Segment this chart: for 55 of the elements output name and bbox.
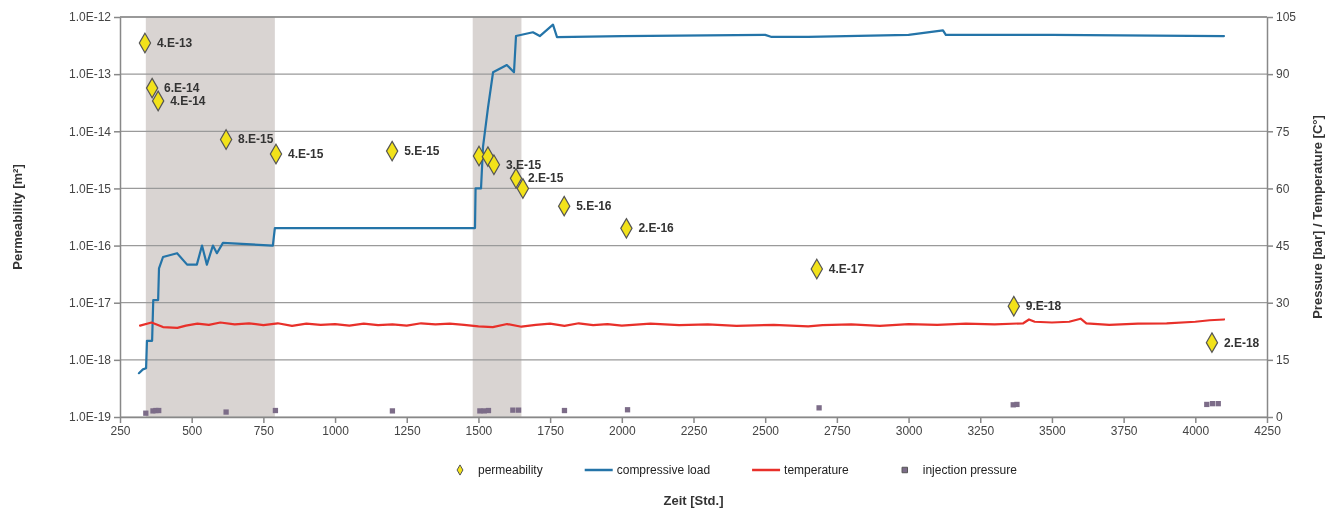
data-label: 2.E-18 (1223, 335, 1260, 350)
line-series (137, 23, 1226, 375)
y-tick-label: 1.0E-16 (68, 238, 112, 253)
x-tick-label: 3500 (1039, 423, 1067, 438)
x-tick-label: 500 (182, 423, 203, 438)
data-label: 6.E-14 (164, 81, 200, 96)
line-series (138, 317, 1226, 329)
y-tick-label: 1.0E-14 (68, 124, 112, 139)
x-tick-label: 4250 (1254, 423, 1282, 438)
y2-axis-title: Pressure [bar] / Temperature [C°] (1310, 115, 1325, 319)
y2-tick-label: 75 (1276, 124, 1290, 139)
y-tick-label: 1.0E-13 (68, 67, 112, 82)
data-label: 8.E-15 (238, 132, 274, 147)
y2-tick-label: 60 (1276, 181, 1290, 196)
y-tick-label: 1.0E-12 (68, 10, 112, 25)
y2-tick-label: 30 (1276, 296, 1290, 311)
data-label: 2.E-16 (638, 221, 675, 236)
y-tick-label: 1.0E-15 (68, 181, 112, 196)
x-tick-label: 2500 (752, 423, 780, 438)
legend-label: permeability (478, 463, 543, 477)
x-axis-title: Zeit [Std.] (663, 493, 724, 508)
y2-tick-label: 90 (1276, 67, 1290, 82)
x-tick-label: 2250 (680, 423, 708, 438)
data-label: 2.E-15 (528, 171, 564, 186)
data-label: 4.E-15 (287, 147, 324, 162)
x-tick-label: 1000 (322, 423, 350, 438)
y2-tick-label: 15 (1276, 353, 1290, 368)
x-tick-label: 2750 (824, 423, 852, 438)
y2-tick-label: 0 (1276, 410, 1283, 425)
data-label: 3.E-15 (505, 157, 542, 172)
y-tick-label: 1.0E-18 (68, 353, 112, 368)
y-tick-label: 1.0E-17 (68, 296, 112, 311)
x-tick-label: 4000 (1182, 423, 1210, 438)
data-label: 4.E-17 (828, 261, 865, 276)
x-tick-label: 1500 (465, 423, 493, 438)
x-tick-label: 3750 (1110, 423, 1138, 438)
y2-tick-label: 45 (1276, 238, 1290, 253)
x-tick-label: 250 (110, 423, 131, 438)
data-label: 4.E-14 (170, 93, 206, 108)
data-label: 4.E-13 (156, 36, 193, 51)
data-label: 5.E-15 (404, 144, 440, 159)
x-tick-label: 1750 (537, 423, 565, 438)
x-tick-label: 1250 (393, 423, 421, 438)
y-axis-title: Permeability [m²] (10, 164, 25, 270)
data-label: 5.E-16 (576, 199, 612, 214)
x-tick-label: 750 (253, 423, 275, 438)
y-tick-label: 1.0E-19 (68, 410, 112, 425)
data-label: 9.E-18 (1025, 299, 1062, 314)
x-tick-label: 3250 (967, 423, 995, 438)
legend-label: temperature (784, 463, 850, 477)
legend-label: injection pressure (922, 463, 1018, 477)
legend-label: compressive load (616, 463, 711, 477)
x-tick-label: 2000 (608, 423, 636, 438)
y2-tick-label: 105 (1276, 10, 1297, 25)
x-tick-label: 3000 (895, 423, 923, 438)
